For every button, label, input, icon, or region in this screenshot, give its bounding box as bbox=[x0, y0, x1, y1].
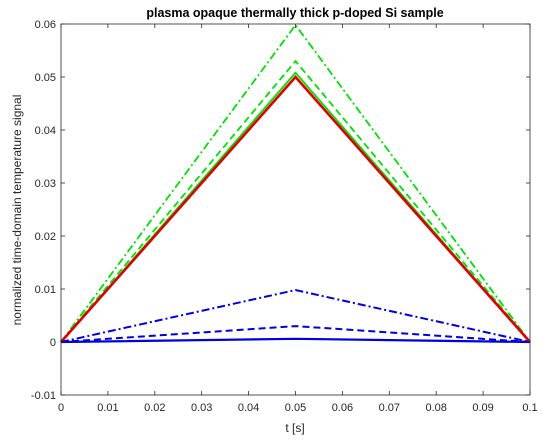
series-line-6 bbox=[60, 325, 531, 343]
y-tick-label: 0.04 bbox=[35, 125, 56, 137]
y-tick-label: 0.06 bbox=[35, 19, 56, 31]
x-tick-label: 0.08 bbox=[425, 402, 446, 414]
series-line-7 bbox=[60, 337, 531, 344]
y-tick-label: 0.05 bbox=[35, 72, 56, 84]
y-axis-label: normalized time-domain temperature signa… bbox=[10, 95, 24, 326]
series-layer bbox=[60, 23, 531, 344]
x-tick-label: 0.1 bbox=[522, 402, 537, 414]
x-tick-label: 0.01 bbox=[97, 402, 118, 414]
y-tick-label: 0.02 bbox=[35, 231, 56, 243]
x-axis: 0 0.01 0.02 0.03 0.04 0.05 0.06 0.07 0.08 0.09 0.1 bbox=[58, 24, 538, 414]
series-line-5 bbox=[60, 289, 531, 343]
x-tick-label: 0.03 bbox=[191, 402, 212, 414]
y-tick-label: 0.03 bbox=[35, 178, 56, 190]
chart-title: plasma opaque thermally thick p-doped Si… bbox=[146, 6, 443, 20]
y-tick-label: 0 bbox=[50, 337, 56, 349]
x-tick-label: 0.07 bbox=[379, 402, 400, 414]
series-line-2 bbox=[60, 59, 531, 343]
x-tick-label: 0.02 bbox=[144, 402, 165, 414]
series-line-4 bbox=[60, 75, 531, 343]
x-tick-label: 0.05 bbox=[285, 402, 306, 414]
y-tick-label: 0.01 bbox=[35, 284, 56, 296]
x-tick-label: 0.04 bbox=[238, 402, 259, 414]
x-tick-label: 0 bbox=[58, 402, 64, 414]
series-line-1 bbox=[60, 23, 531, 343]
x-tick-label: 0.09 bbox=[472, 402, 493, 414]
x-tick-label: 0.06 bbox=[332, 402, 353, 414]
plot-area bbox=[61, 24, 530, 395]
x-axis-label: t [s] bbox=[285, 421, 304, 435]
y-axis: -0.01 0 0.01 0.02 0.03 0.04 0.05 0.06 bbox=[31, 19, 530, 402]
y-tick-label: -0.01 bbox=[31, 390, 56, 402]
